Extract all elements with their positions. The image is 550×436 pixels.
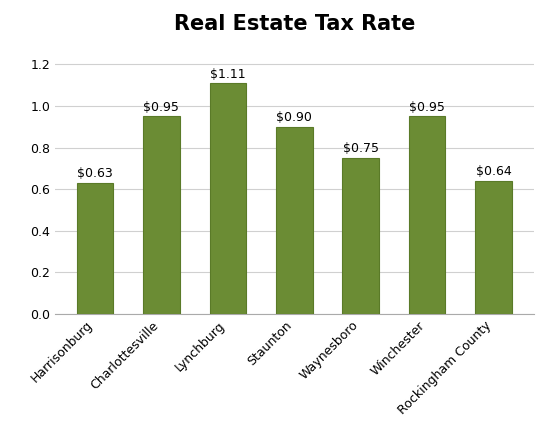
Text: $0.95: $0.95 [144, 101, 179, 114]
Text: $1.11: $1.11 [210, 68, 246, 81]
Text: $0.90: $0.90 [276, 111, 312, 124]
Text: $0.75: $0.75 [343, 143, 378, 156]
Text: $0.95: $0.95 [409, 101, 445, 114]
Text: $0.63: $0.63 [77, 167, 113, 181]
Bar [143, 116, 180, 314]
Bar [276, 127, 312, 314]
Text: $0.64: $0.64 [476, 165, 512, 178]
Bar [77, 183, 113, 314]
Bar [409, 116, 446, 314]
Bar [343, 158, 379, 314]
Title: Real Estate Tax Rate: Real Estate Tax Rate [174, 14, 415, 34]
Bar [210, 83, 246, 314]
Bar [475, 181, 512, 314]
